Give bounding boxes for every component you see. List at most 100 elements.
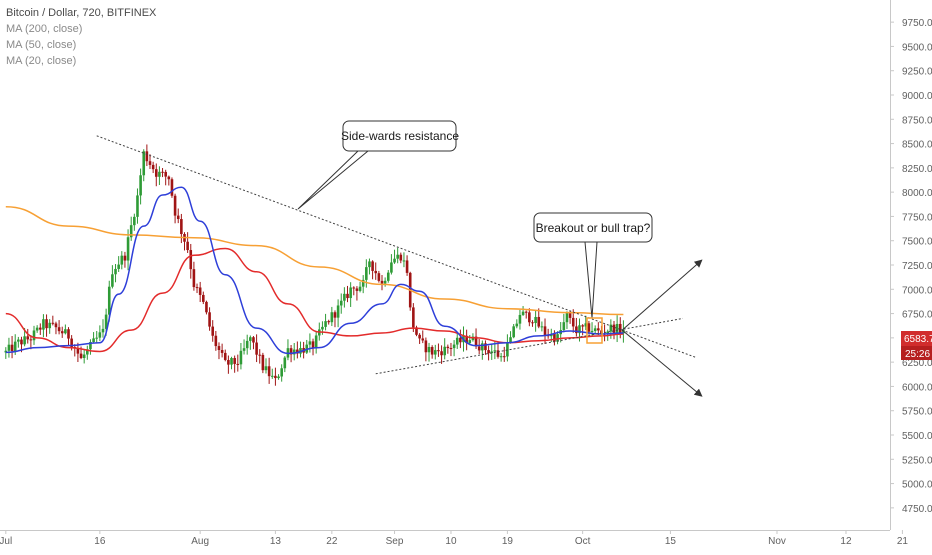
candle-countdown: 25:26 <box>905 349 930 360</box>
candle <box>136 188 139 224</box>
candle <box>477 338 481 354</box>
moving-averages-group <box>5 186 624 355</box>
candle <box>521 306 525 316</box>
candle <box>76 342 80 363</box>
candle <box>440 345 443 364</box>
chart-legend: Bitcoin / Dollar, 720, BITFINEX MA (200,… <box>6 5 156 69</box>
candle <box>333 310 337 328</box>
candle <box>64 324 67 335</box>
candle <box>311 338 315 356</box>
candle <box>261 352 265 374</box>
x-tick-label: 22 <box>326 536 338 547</box>
candle <box>308 333 312 353</box>
last-price-value: 6583.7 <box>904 334 932 345</box>
candle <box>151 161 155 174</box>
candle <box>399 252 403 264</box>
breakout-up-arrow[interactable] <box>621 259 703 331</box>
candle <box>32 325 36 345</box>
candle <box>465 329 468 351</box>
candle <box>111 265 114 289</box>
candle <box>42 314 45 338</box>
candle <box>26 328 30 344</box>
candle <box>217 342 221 360</box>
indicator-ma50[interactable]: MA (50, close) <box>6 39 77 51</box>
candle <box>543 318 547 344</box>
candle <box>223 349 227 362</box>
y-tick-label: 8500.0 <box>902 140 932 151</box>
candle <box>612 320 616 340</box>
candle <box>126 229 130 271</box>
candle <box>54 321 58 335</box>
candle <box>139 168 142 205</box>
y-tick-label: 8000.0 <box>902 188 932 199</box>
candle <box>205 300 208 315</box>
candle <box>374 262 378 280</box>
candle <box>176 208 180 224</box>
candle <box>446 344 450 354</box>
breakdown-arrow[interactable] <box>621 329 703 397</box>
candle <box>180 213 183 244</box>
resistance-trendline[interactable] <box>96 135 696 358</box>
candle <box>346 285 349 303</box>
y-tick-label: 7500.0 <box>902 237 932 248</box>
candle <box>142 149 146 182</box>
candle <box>198 281 202 302</box>
candle <box>339 293 343 314</box>
x-tick-label: 21 <box>897 536 909 547</box>
candle <box>267 357 271 384</box>
candle <box>324 313 327 331</box>
candle <box>481 340 484 360</box>
y-tick-label: 5500.0 <box>902 431 932 442</box>
candle <box>296 341 299 359</box>
x-tick-label: Oct <box>575 536 591 547</box>
candle <box>455 332 459 349</box>
candle <box>452 340 456 357</box>
candle <box>277 374 280 380</box>
x-tick-label: 19 <box>502 536 514 547</box>
candle <box>17 336 20 348</box>
candle <box>252 336 255 350</box>
candle <box>208 307 211 331</box>
y-tick-label: 9250.0 <box>902 67 932 78</box>
candle <box>299 341 302 358</box>
candle <box>587 320 591 335</box>
candle <box>490 344 494 360</box>
candle <box>352 286 356 296</box>
symbol-title[interactable]: Bitcoin / Dollar, 720, BITFINEX <box>6 7 157 19</box>
indicator-ma20[interactable]: MA (20, close) <box>6 55 77 67</box>
candle <box>584 315 588 331</box>
candle <box>402 252 406 268</box>
candle <box>283 356 287 373</box>
candle <box>531 320 534 327</box>
candle <box>123 251 127 268</box>
candle <box>101 319 105 338</box>
candle <box>57 320 61 335</box>
resistance-callout-pointer <box>297 150 369 210</box>
candle <box>496 342 500 359</box>
trendlines-group <box>96 135 703 397</box>
candle <box>173 193 177 224</box>
candle <box>499 352 503 362</box>
candle <box>167 175 171 186</box>
candle <box>546 328 550 339</box>
support-trendline[interactable] <box>375 317 684 375</box>
x-tick-label: 13 <box>270 536 282 547</box>
candle <box>51 315 55 326</box>
candle <box>437 343 440 357</box>
y-tick-label: 9750.0 <box>902 18 932 29</box>
indicator-ma200[interactable]: MA (200, close) <box>6 23 83 35</box>
apex-highlight-box[interactable] <box>586 317 603 344</box>
candle <box>597 322 600 336</box>
candle <box>183 232 186 251</box>
candle <box>161 168 164 178</box>
candle <box>430 345 434 359</box>
candle <box>214 330 218 351</box>
candle <box>427 342 431 362</box>
candle <box>245 334 249 355</box>
ma50-line <box>5 247 624 353</box>
x-tick-label: Aug <box>191 536 209 547</box>
y-tick-label: 7250.0 <box>902 261 932 272</box>
